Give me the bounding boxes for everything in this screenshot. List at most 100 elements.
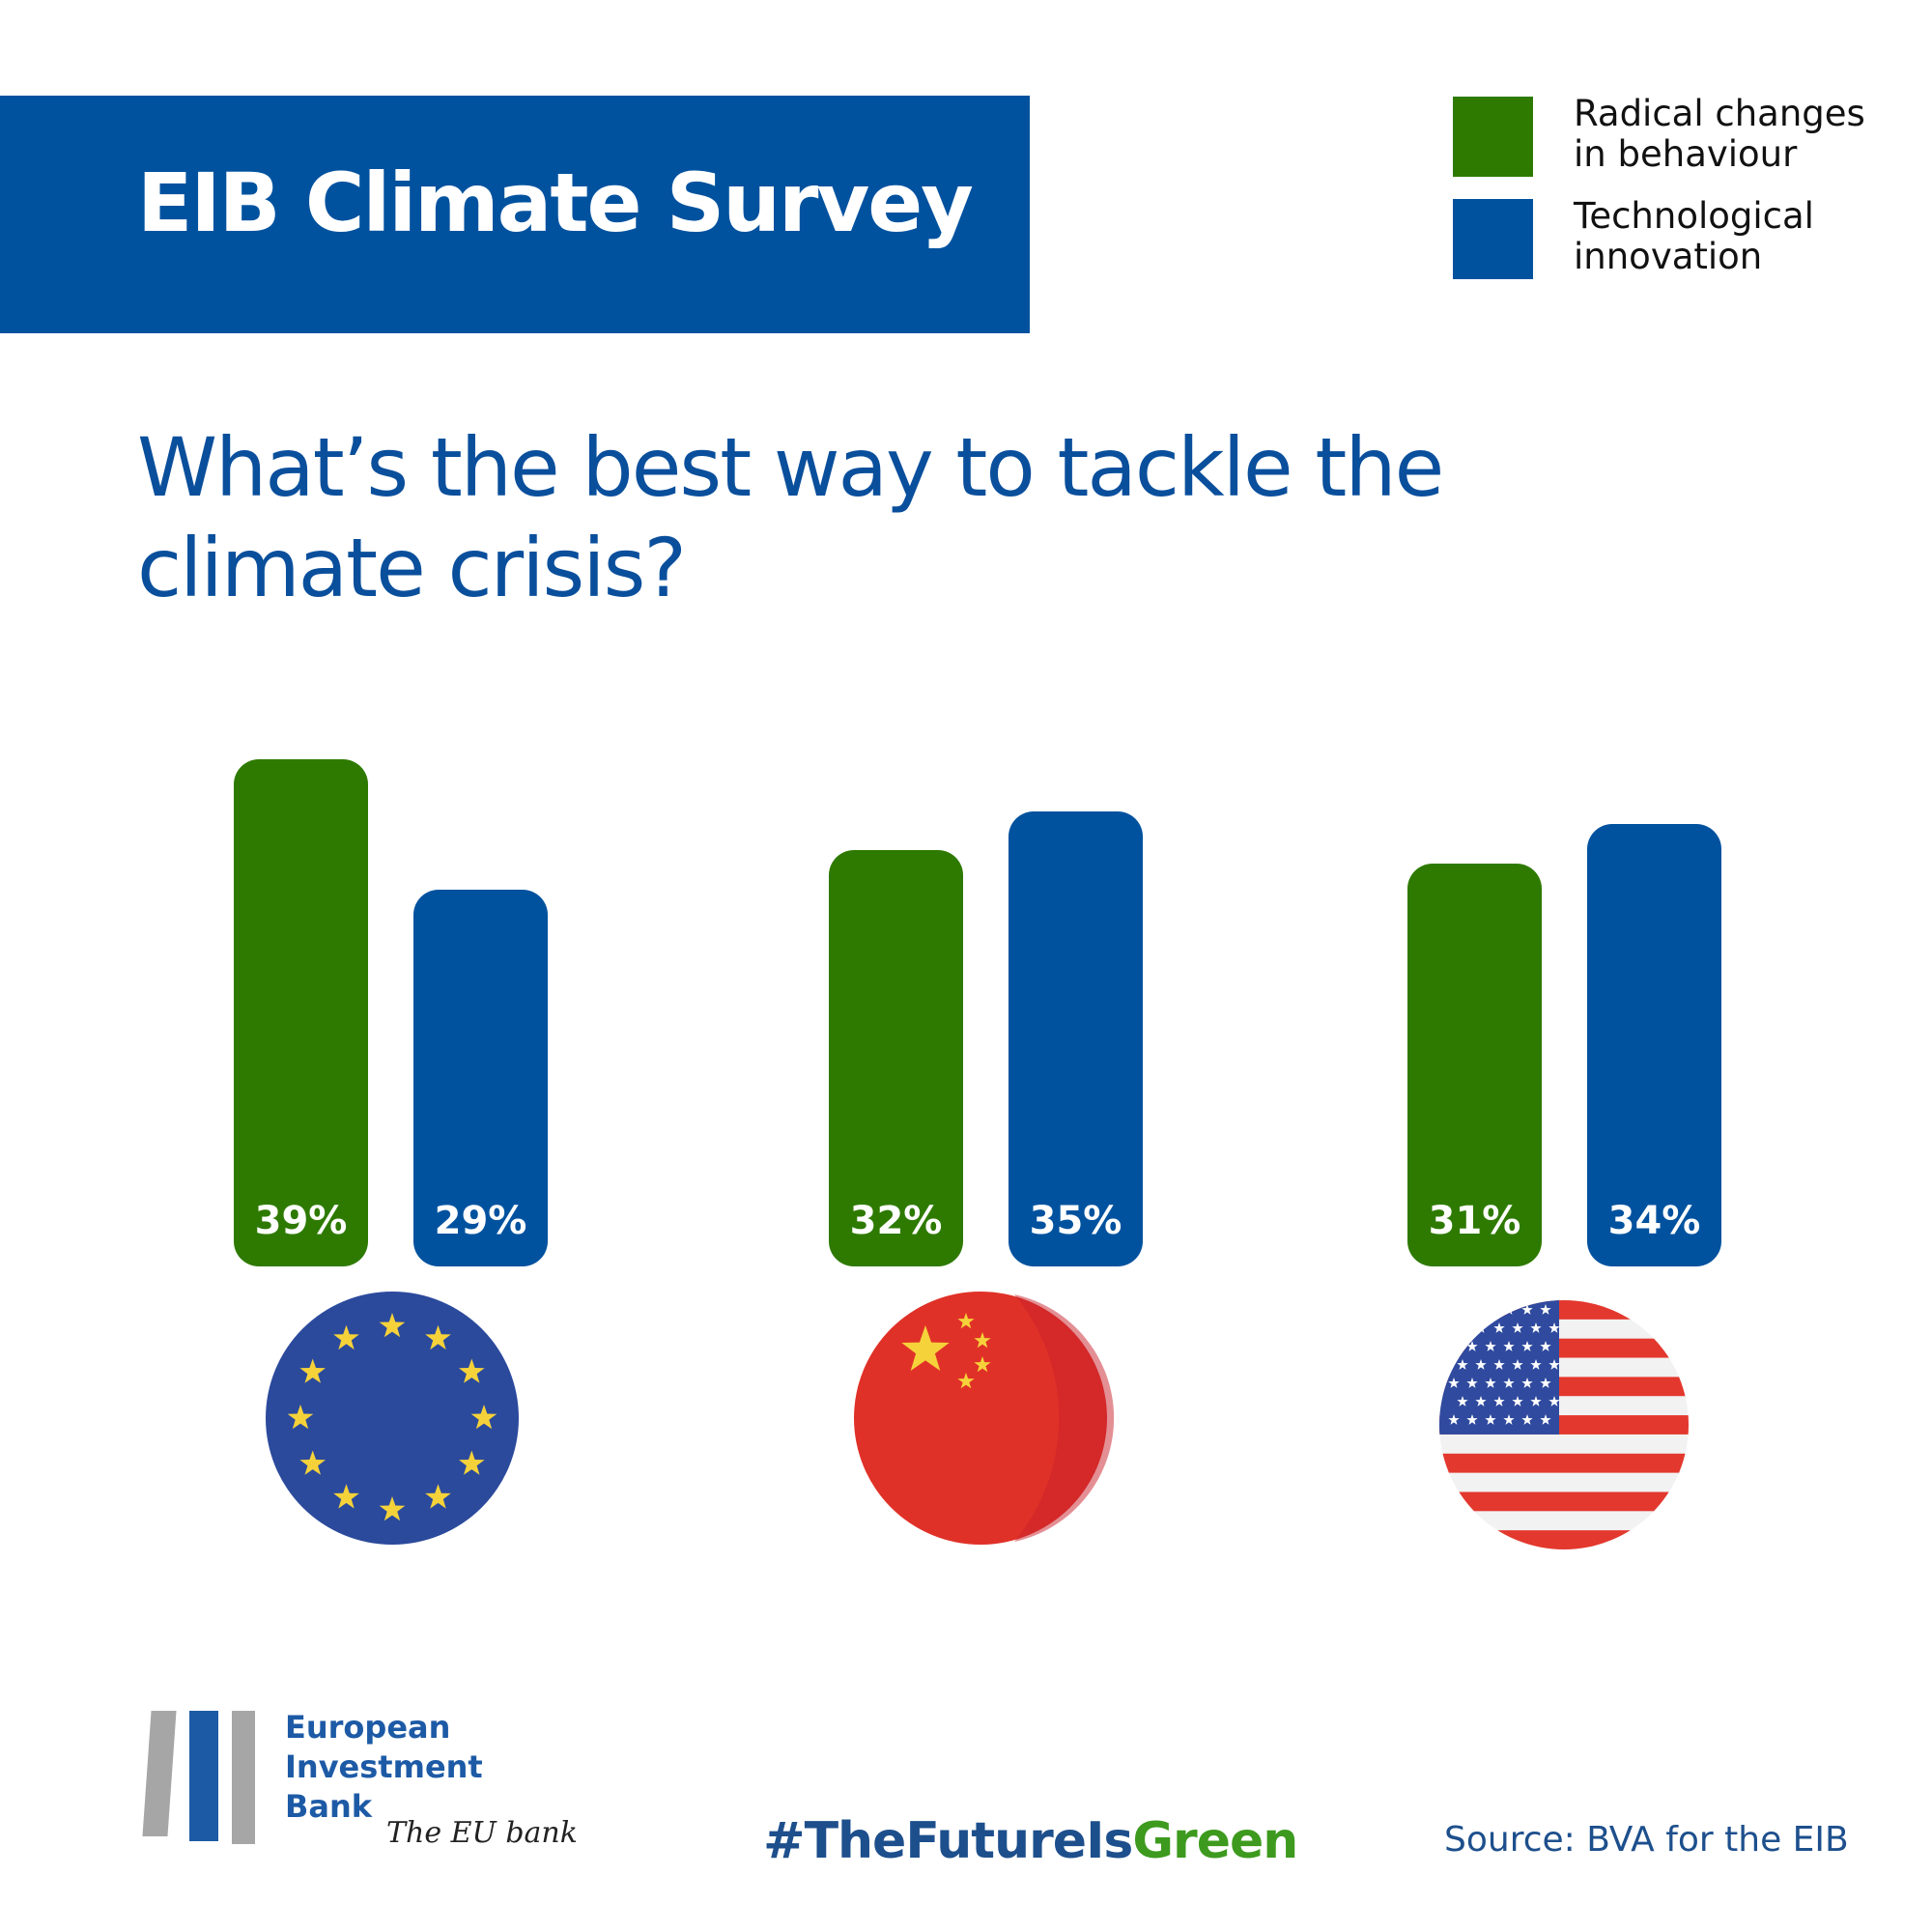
us-flag xyxy=(1439,1300,1689,1549)
star xyxy=(1448,1341,1460,1351)
eu-flag xyxy=(266,1292,519,1545)
star xyxy=(1485,1378,1496,1388)
star xyxy=(1530,1396,1542,1406)
star xyxy=(1521,1304,1533,1315)
star xyxy=(1466,1304,1478,1315)
star xyxy=(1485,1304,1496,1315)
shade xyxy=(1014,1294,1115,1542)
star xyxy=(1503,1341,1515,1351)
star xyxy=(957,1373,975,1389)
star xyxy=(1493,1359,1505,1370)
star xyxy=(299,1358,326,1383)
star xyxy=(470,1405,497,1430)
star xyxy=(1448,1414,1460,1425)
star xyxy=(333,1324,359,1350)
legend-swatch xyxy=(1453,97,1533,177)
hashtag: #TheFutureIsGreen xyxy=(763,1812,1298,1870)
legend-swatch xyxy=(1453,199,1533,279)
bar xyxy=(1009,810,1143,1266)
star xyxy=(459,1358,485,1383)
star xyxy=(1475,1359,1487,1370)
bar xyxy=(1407,863,1542,1266)
title-banner xyxy=(0,96,1030,333)
star xyxy=(974,1332,991,1349)
value-label: 34% xyxy=(1607,1199,1701,1243)
star xyxy=(459,1450,485,1475)
hashtag-part: Green xyxy=(1132,1812,1298,1870)
star xyxy=(1548,1322,1560,1333)
star xyxy=(1512,1396,1523,1406)
star xyxy=(1448,1378,1460,1388)
star xyxy=(957,1313,975,1329)
stripe xyxy=(1439,1300,1559,1435)
value-label: 29% xyxy=(434,1199,527,1243)
bar xyxy=(829,850,963,1266)
stripe xyxy=(1439,1492,1689,1512)
star xyxy=(1475,1396,1487,1406)
bar xyxy=(413,889,548,1266)
bar xyxy=(1587,824,1721,1266)
source: Source: BVA for the EIB xyxy=(1444,1820,1849,1860)
star xyxy=(1493,1396,1505,1406)
stripe xyxy=(1439,1472,1689,1492)
star xyxy=(1521,1378,1533,1388)
logo-bar xyxy=(189,1711,218,1841)
tagline: The EU bank xyxy=(386,1816,578,1850)
star xyxy=(1466,1414,1478,1425)
star xyxy=(1540,1341,1551,1351)
star xyxy=(379,1313,406,1338)
china-stars xyxy=(901,1313,991,1389)
legend-label: Radical changes in behaviour xyxy=(1574,93,1865,175)
logo-text: Investment xyxy=(285,1748,483,1785)
star xyxy=(1530,1322,1542,1333)
star xyxy=(1457,1396,1468,1406)
stripe xyxy=(1439,1300,1689,1321)
star xyxy=(1485,1341,1496,1351)
star xyxy=(1540,1414,1551,1425)
legend-label: Technological innovation xyxy=(1574,195,1814,277)
stripe xyxy=(1439,1434,1689,1455)
star xyxy=(1512,1322,1523,1333)
star xyxy=(1466,1341,1478,1351)
star xyxy=(1457,1359,1468,1370)
star xyxy=(425,1324,451,1350)
star xyxy=(1503,1414,1515,1425)
star xyxy=(1548,1359,1560,1370)
value-label: 35% xyxy=(1029,1199,1122,1243)
star xyxy=(1448,1304,1460,1315)
value-label: 31% xyxy=(1428,1199,1521,1243)
star xyxy=(1530,1359,1542,1370)
logo-text: European xyxy=(285,1709,451,1746)
star xyxy=(1457,1322,1468,1333)
stripe xyxy=(1439,1511,1689,1531)
star xyxy=(1512,1359,1523,1370)
chart-subtitle: What’s the best way to tackle the climat… xyxy=(137,420,1444,615)
star xyxy=(974,1356,991,1373)
logo-text: Bank xyxy=(285,1788,373,1825)
star xyxy=(1521,1414,1533,1425)
star xyxy=(287,1405,314,1430)
value-label: 32% xyxy=(849,1199,943,1243)
star xyxy=(333,1484,359,1509)
hashtag-part: #TheFutureIs xyxy=(763,1812,1133,1870)
eu-stars xyxy=(287,1313,497,1521)
stripe xyxy=(1439,1453,1689,1474)
star xyxy=(901,1325,950,1371)
star xyxy=(1485,1414,1496,1425)
star xyxy=(299,1450,326,1475)
star xyxy=(1548,1396,1560,1406)
star xyxy=(1493,1322,1505,1333)
star xyxy=(1503,1378,1515,1388)
star xyxy=(1466,1378,1478,1388)
star xyxy=(1540,1378,1551,1388)
star xyxy=(379,1496,406,1521)
star xyxy=(1540,1304,1551,1315)
chart-title: EIB Climate Survey xyxy=(137,156,974,250)
value-label: 39% xyxy=(254,1199,348,1243)
stripe xyxy=(1439,1530,1689,1549)
bar xyxy=(234,759,368,1266)
star xyxy=(425,1484,451,1509)
star xyxy=(1521,1341,1533,1351)
